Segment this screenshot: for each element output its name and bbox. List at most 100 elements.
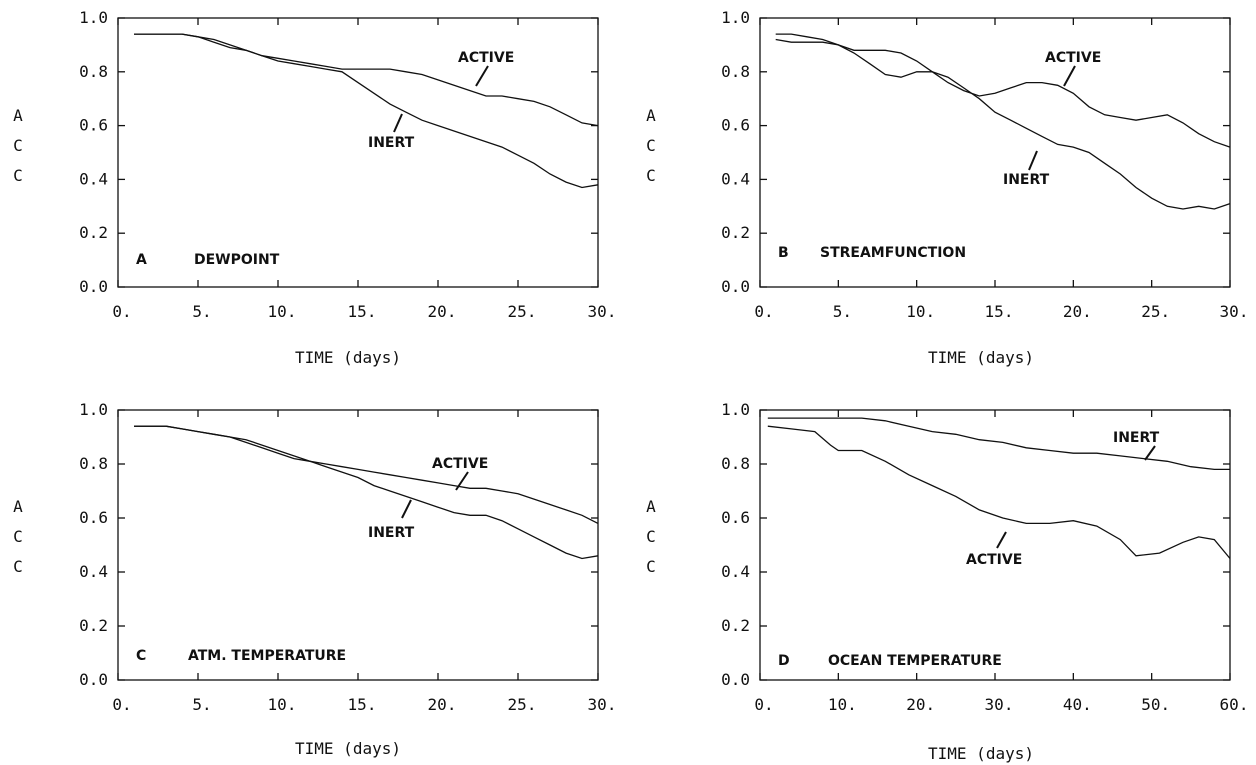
y-axis-label-letter: A [13,497,23,516]
x-tick-label: 15. [348,302,377,321]
annotation-pointer-active [1063,65,1076,87]
x-tick-label: 30. [985,695,1014,714]
y-axis-label-letter: C [646,166,656,185]
panel-b: 0.00.20.40.60.81.00. 5. 10. 15. 20. 25. 30.ACT… [646,8,1248,367]
x-tick-label: 0. [112,695,131,714]
y-tick-label: 0.6 [721,508,750,527]
annotation-pointer-active [996,531,1007,549]
series-label-inert: INERT [368,525,415,541]
panel-letter: A [136,252,147,268]
y-axis-label-letter: A [646,497,656,516]
x-tick-label: 20. [1063,302,1092,321]
x-tick-label: 40. [1063,695,1092,714]
y-tick-label: 0.0 [79,277,108,296]
y-tick-label: 0.6 [79,508,108,527]
series-label-inert: INERT [368,135,415,151]
x-tick-label: 0. [754,695,773,714]
panel-title: DEWPOINT [194,252,280,268]
series-line-active [134,33,599,127]
x-tick-label: 20. [428,302,457,321]
annotation-pointer-inert [393,113,403,133]
plot-frame-c [117,409,599,681]
annotation-pointer-active [475,65,489,87]
x-tick-label: 10. [828,695,857,714]
x-tick-label: 10. [268,302,297,321]
x-tick-label: 30. [588,302,617,321]
plot-frame-a [117,17,599,288]
x-tick-label: 60. [1220,695,1249,714]
y-tick-label: 1.0 [79,400,108,419]
series-line-active [134,425,599,524]
y-tick-label: 0.4 [721,169,750,188]
y-tick-label: 0.8 [79,62,108,81]
y-tick-label: 0.0 [721,277,750,296]
x-tick-label: 0. [112,302,131,321]
series-line-active [767,425,1231,559]
y-tick-label: 0.2 [79,223,108,242]
panel-letter: D [778,653,790,669]
y-axis-label-letter: C [13,166,23,185]
x-tick-label: 10. [268,695,297,714]
y-axis-label-letter: C [646,527,656,546]
y-tick-label: 0.8 [721,454,750,473]
series-label-active: ACTIVE [966,552,1022,568]
panel-title: OCEAN TEMPERATURE [828,653,1002,669]
y-tick-label: 1.0 [721,400,750,419]
series-line-inert [134,33,599,189]
y-tick-label: 0.4 [721,562,750,581]
series-label-inert: INERT [1113,430,1160,446]
y-axis-label-letter: A [13,106,23,125]
x-tick-label: 15. [348,695,377,714]
x-tick-label: 25. [508,302,537,321]
x-tick-label: 30. [588,695,617,714]
y-tick-label: 0.2 [721,616,750,635]
x-tick-label: 5. [833,302,852,321]
x-tick-label: 5. [192,695,211,714]
x-tick-label: 30. [1220,302,1249,321]
y-axis-label-letter: C [13,136,23,155]
series-label-active: ACTIVE [432,456,488,472]
panel-a: 0.00.20.40.60.81.00. 5. 10. 15. 20. 25. 30.ACT… [13,8,616,367]
series-line-inert [767,417,1230,471]
annotation-pointer-active [455,471,469,491]
y-axis-label-letter: C [13,527,23,546]
x-tick-label: 15. [985,302,1014,321]
series-line-inert [775,33,1231,210]
y-tick-label: 0.8 [79,454,108,473]
y-tick-label: 0.2 [721,223,750,242]
panel-letter: B [778,245,789,261]
panel-title: STREAMFUNCTION [820,245,966,261]
y-tick-label: 0.6 [79,116,108,135]
series-label-active: ACTIVE [458,50,514,66]
series-label-active: ACTIVE [1045,50,1101,66]
x-axis-label: TIME (days) [295,739,401,758]
x-axis-label: TIME (days) [928,348,1034,367]
annotation-pointer-inert [401,499,412,519]
x-tick-label: 0. [754,302,773,321]
annotation-pointer-inert [1028,150,1038,171]
plot-frame-d [759,409,1231,681]
panel-title: ATM. TEMPERATURE [188,648,346,664]
series-line-inert [134,425,599,560]
y-tick-label: 0.2 [79,616,108,635]
y-axis-label-letter: C [646,557,656,576]
y-tick-label: 0.6 [721,116,750,135]
annotation-pointer-inert [1144,445,1156,461]
y-tick-label: 1.0 [721,8,750,27]
x-tick-label: 25. [508,695,537,714]
panel-c: 0.00.20.40.60.81.00. 5. 10. 15. 20. 25. 30.ACT… [13,400,616,758]
x-tick-label: 5. [192,302,211,321]
x-tick-label: 50. [1141,695,1170,714]
y-tick-label: 0.8 [721,62,750,81]
y-axis-label-letter: C [646,136,656,155]
panel-letter: C [136,648,146,664]
x-tick-label: 25. [1141,302,1170,321]
y-tick-label: 1.0 [79,8,108,27]
y-tick-label: 0.0 [721,670,750,689]
x-tick-label: 10. [906,302,935,321]
y-tick-label: 0.0 [79,670,108,689]
panel-d: 0.0 0.2 0.4 0.6 0.8 1.0 0. 10. 20. 30. 40. 50. 60. IN… [646,400,1248,763]
y-axis-label-letter: A [646,106,656,125]
series-label-inert: INERT [1003,172,1050,188]
